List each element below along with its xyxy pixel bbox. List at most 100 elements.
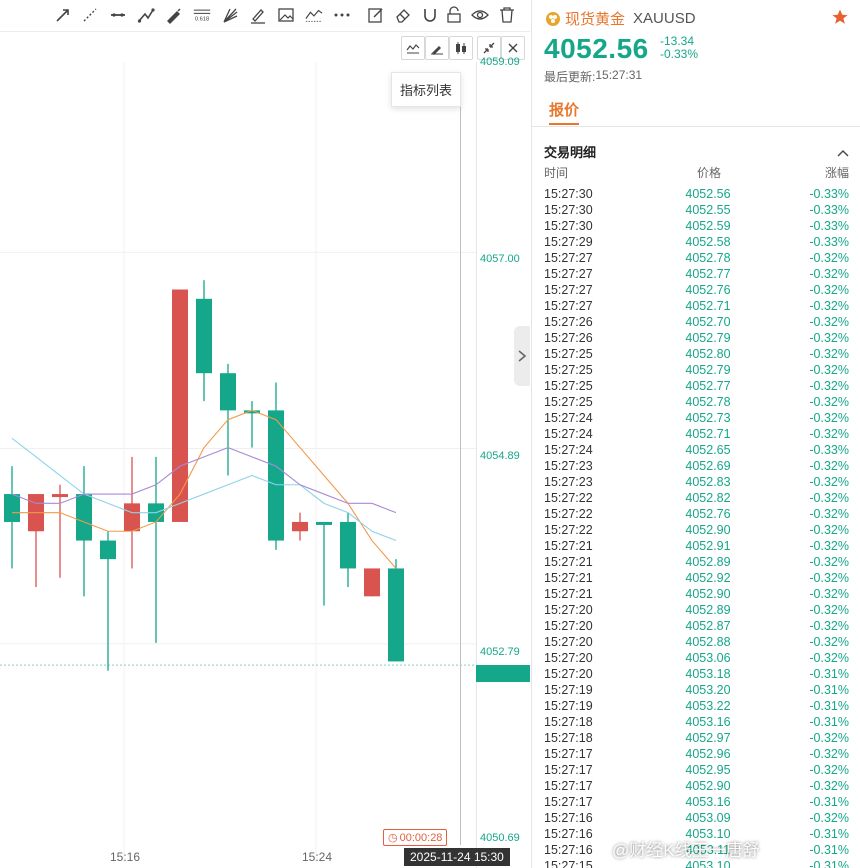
trade-price: 4052.56 — [685, 187, 731, 201]
trade-row: 15:27:25 4052.78 -0.32% — [544, 394, 849, 410]
trade-time: 15:27:20 — [544, 619, 593, 633]
trade-change: -0.33% — [809, 203, 849, 217]
trade-change: -0.32% — [809, 459, 849, 473]
polyline-icon[interactable] — [136, 5, 156, 25]
fibonacci-icon[interactable]: 0.618 — [192, 5, 212, 25]
trade-price: 4053.18 — [685, 667, 731, 681]
trade-change: -0.31% — [809, 859, 849, 868]
trade-row: 15:27:20 4053.18 -0.31% — [544, 666, 849, 682]
note-icon[interactable] — [366, 5, 386, 25]
chart-panel[interactable]: 0.618 4059.09 4057.00 4054.89 4052.79 40… — [0, 0, 530, 868]
trade-time: 15:27:23 — [544, 475, 593, 489]
trade-change: -0.33% — [809, 219, 849, 233]
trade-price: 4052.55 — [685, 203, 731, 217]
pen-icon[interactable] — [164, 5, 184, 25]
price-axis-label: 4057.00 — [480, 253, 520, 265]
eraser-icon[interactable] — [393, 5, 413, 25]
current-price: 4052.56 — [544, 33, 649, 64]
candle — [76, 494, 92, 541]
trade-time: 15:27:20 — [544, 651, 593, 665]
trade-row: 15:27:30 4052.56 -0.33% — [544, 186, 849, 202]
trade-time: 15:27:16 — [544, 843, 593, 857]
indicator-icon[interactable] — [401, 36, 425, 60]
trade-time: 15:27:17 — [544, 779, 593, 793]
trade-change: -0.32% — [809, 747, 849, 761]
trade-row: 15:27:21 4052.91 -0.32% — [544, 538, 849, 554]
fan-icon[interactable] — [220, 5, 240, 25]
more-icon[interactable] — [332, 5, 352, 25]
trade-row: 15:27:24 4052.71 -0.32% — [544, 426, 849, 442]
draw-icon[interactable] — [425, 36, 449, 60]
trade-price: 4052.71 — [685, 427, 731, 441]
candle — [316, 521, 332, 525]
trade-row: 15:27:26 4052.79 -0.32% — [544, 330, 849, 346]
trade-list[interactable]: 15:27:30 4052.56 -0.33% 15:27:30 4052.55 -0.3… — [544, 186, 849, 868]
trade-time: 15:27:21 — [544, 555, 593, 569]
trade-time: 15:27:23 — [544, 459, 593, 473]
brush-icon[interactable] — [248, 5, 268, 25]
candle — [52, 494, 68, 498]
trade-price: 4053.10 — [685, 827, 731, 841]
trade-time: 15:27:19 — [544, 683, 593, 697]
trade-time: 15:27:30 — [544, 219, 593, 233]
image-icon[interactable] — [276, 5, 296, 25]
trade-row: 15:27:27 4052.76 -0.32% — [544, 282, 849, 298]
trade-change: -0.31% — [809, 699, 849, 713]
shrink-icon[interactable] — [477, 36, 501, 60]
arrow-line-icon[interactable] — [53, 5, 73, 25]
trade-price: 4052.76 — [685, 283, 731, 297]
trade-row: 15:27:24 4052.65 -0.33% — [544, 442, 849, 458]
time-axis-label: 15:24 — [302, 850, 333, 864]
trade-change: -0.32% — [809, 763, 849, 777]
price-change: -13.34 — [660, 34, 695, 48]
trade-time: 15:27:24 — [544, 411, 593, 425]
trade-price: 4052.79 — [685, 331, 731, 345]
trash-icon[interactable] — [497, 5, 517, 25]
moving-average-line — [11, 437, 397, 542]
close-icon[interactable] — [501, 36, 525, 60]
candlestick-chart[interactable] — [0, 62, 476, 862]
trade-time: 15:27:20 — [544, 603, 593, 617]
gold-coin-icon — [546, 11, 560, 26]
trade-change: -0.32% — [809, 539, 849, 553]
trade-row: 15:27:22 4052.90 -0.32% — [544, 522, 849, 538]
trade-change: -0.32% — [809, 523, 849, 537]
magnet-icon[interactable] — [420, 5, 440, 25]
trade-change: -0.32% — [809, 779, 849, 793]
trade-table-header: 时间 价格 涨幅 — [544, 164, 849, 180]
trade-time: 15:27:26 — [544, 331, 593, 345]
trade-change: -0.33% — [809, 187, 849, 201]
trade-time: 15:27:24 — [544, 427, 593, 441]
trade-price: 4053.16 — [685, 795, 731, 809]
header-price: 价格 — [696, 166, 721, 180]
trade-change: -0.32% — [809, 283, 849, 297]
trade-row: 15:27:16 4053.09 -0.32% — [544, 810, 849, 826]
trade-time: 15:27:17 — [544, 795, 593, 809]
chevron-up-icon[interactable] — [837, 144, 849, 162]
lock-icon[interactable] — [444, 5, 464, 25]
eye-icon[interactable] — [470, 5, 490, 25]
ray-line-icon[interactable] — [80, 5, 100, 25]
trade-change: -0.31% — [809, 683, 849, 697]
trade-change: -0.32% — [809, 299, 849, 313]
trade-row: 15:27:17 4052.90 -0.32% — [544, 778, 849, 794]
candle-type-icon[interactable] — [449, 36, 473, 60]
symbol-code: XAUUSD — [633, 10, 696, 27]
tab-quote[interactable]: 报价 — [549, 102, 580, 119]
trade-row: 15:27:17 4053.16 -0.31% — [544, 794, 849, 810]
trade-change: -0.31% — [809, 667, 849, 681]
trade-time: 15:27:25 — [544, 379, 593, 393]
trade-time: 15:27:25 — [544, 395, 593, 409]
candle — [364, 568, 380, 597]
candle — [196, 298, 212, 374]
trade-price: 4052.58 — [685, 235, 731, 249]
trade-change: -0.32% — [809, 587, 849, 601]
panel-toggle-button[interactable] — [514, 326, 530, 386]
favorite-star-icon[interactable] — [831, 8, 849, 31]
trade-change: -0.32% — [809, 347, 849, 361]
trade-time: 15:27:19 — [544, 699, 593, 713]
trend-icon[interactable] — [304, 5, 324, 25]
trade-change: -0.33% — [809, 443, 849, 457]
horizontal-line-icon[interactable] — [108, 5, 128, 25]
trade-time: 15:27:27 — [544, 283, 593, 297]
